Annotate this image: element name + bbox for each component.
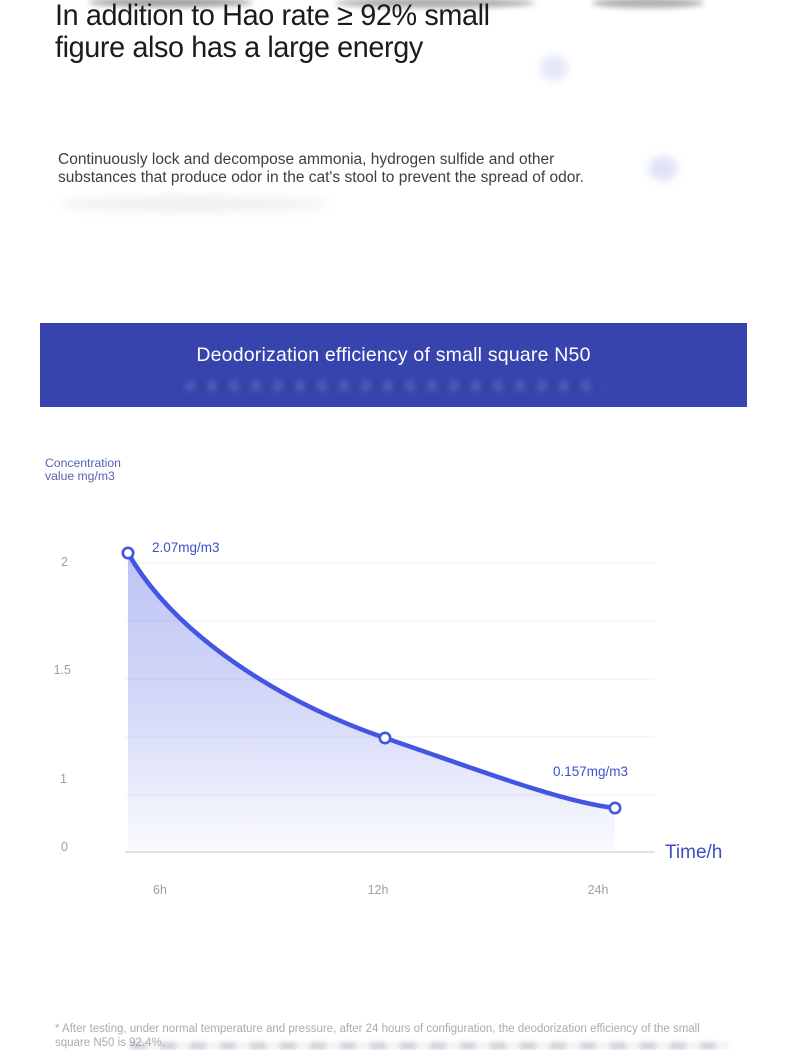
footnote-line2: square N50 is 92.4%. [55,1036,165,1049]
annotation-end-value: 0.157mg/m3 [553,764,628,779]
data-point-6h [121,546,135,560]
blur-artifact [60,196,330,212]
x-tick-labels: 6h 12h 24h [153,883,608,897]
footnote: * After testing, under normal temperatur… [55,1023,755,1050]
description-line2: substances that produce odor in the cat'… [58,169,584,186]
data-point-12h [378,731,392,745]
area-fill [128,553,615,852]
data-point-markers [121,546,622,815]
page-title-line2: figure also has a large energy [55,31,423,64]
x-tick-24h: 24h [588,883,609,897]
blur-artifact [540,55,568,81]
x-axis-title: Time/h [665,842,722,863]
blur-artifact [648,156,678,181]
chart-title-banner: Deodorization efficiency of small square… [40,323,747,407]
data-point-24h [608,801,622,815]
y-tick-1-5: 1.5 [54,663,71,677]
description-line1: Continuously lock and decompose ammonia,… [58,151,555,168]
trend-line [125,550,618,811]
y-tick-0: 0 [61,840,68,854]
y-tick-labels: 2 1.5 1 0 [54,555,71,854]
page-title-line1: In addition to Hao rate ≥ 92% small [55,0,490,32]
blur-artifact [592,0,704,8]
y-tick-1: 1 [60,772,67,786]
y-axis-title-line2: value mg/m3 [45,469,115,483]
annotation-start-value: 2.07mg/m3 [152,540,220,555]
description-text: Continuously lock and decompose ammonia,… [58,151,584,187]
x-tick-12h: 12h [368,883,389,897]
banner-subtitle-blur [185,381,605,391]
y-axis-title-line1: Concentration [45,456,121,470]
page-title: In addition to Hao rate ≥ 92% small figu… [55,0,490,64]
banner-title: Deodorization efficiency of small square… [196,344,591,366]
x-tick-6h: 6h [153,883,167,897]
footnote-blur-artifact [130,1042,730,1050]
deodorization-line-chart: Concentration value mg/m3 2 1.5 1 0 [45,456,722,897]
y-tick-2: 2 [61,555,68,569]
footnote-line1: * After testing, under normal temperatur… [55,1023,700,1035]
